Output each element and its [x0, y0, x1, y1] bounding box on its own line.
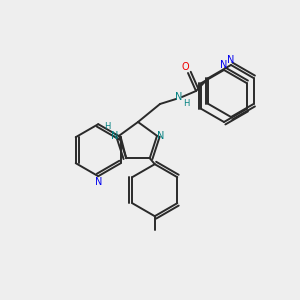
Text: H: H [183, 98, 189, 107]
Text: H: H [104, 122, 110, 131]
Text: N: N [220, 60, 228, 70]
Text: N: N [157, 131, 165, 141]
Text: N: N [227, 55, 235, 65]
Text: N: N [94, 177, 102, 187]
Text: O: O [181, 62, 189, 72]
Text: N: N [111, 131, 119, 141]
Text: N: N [175, 92, 183, 102]
